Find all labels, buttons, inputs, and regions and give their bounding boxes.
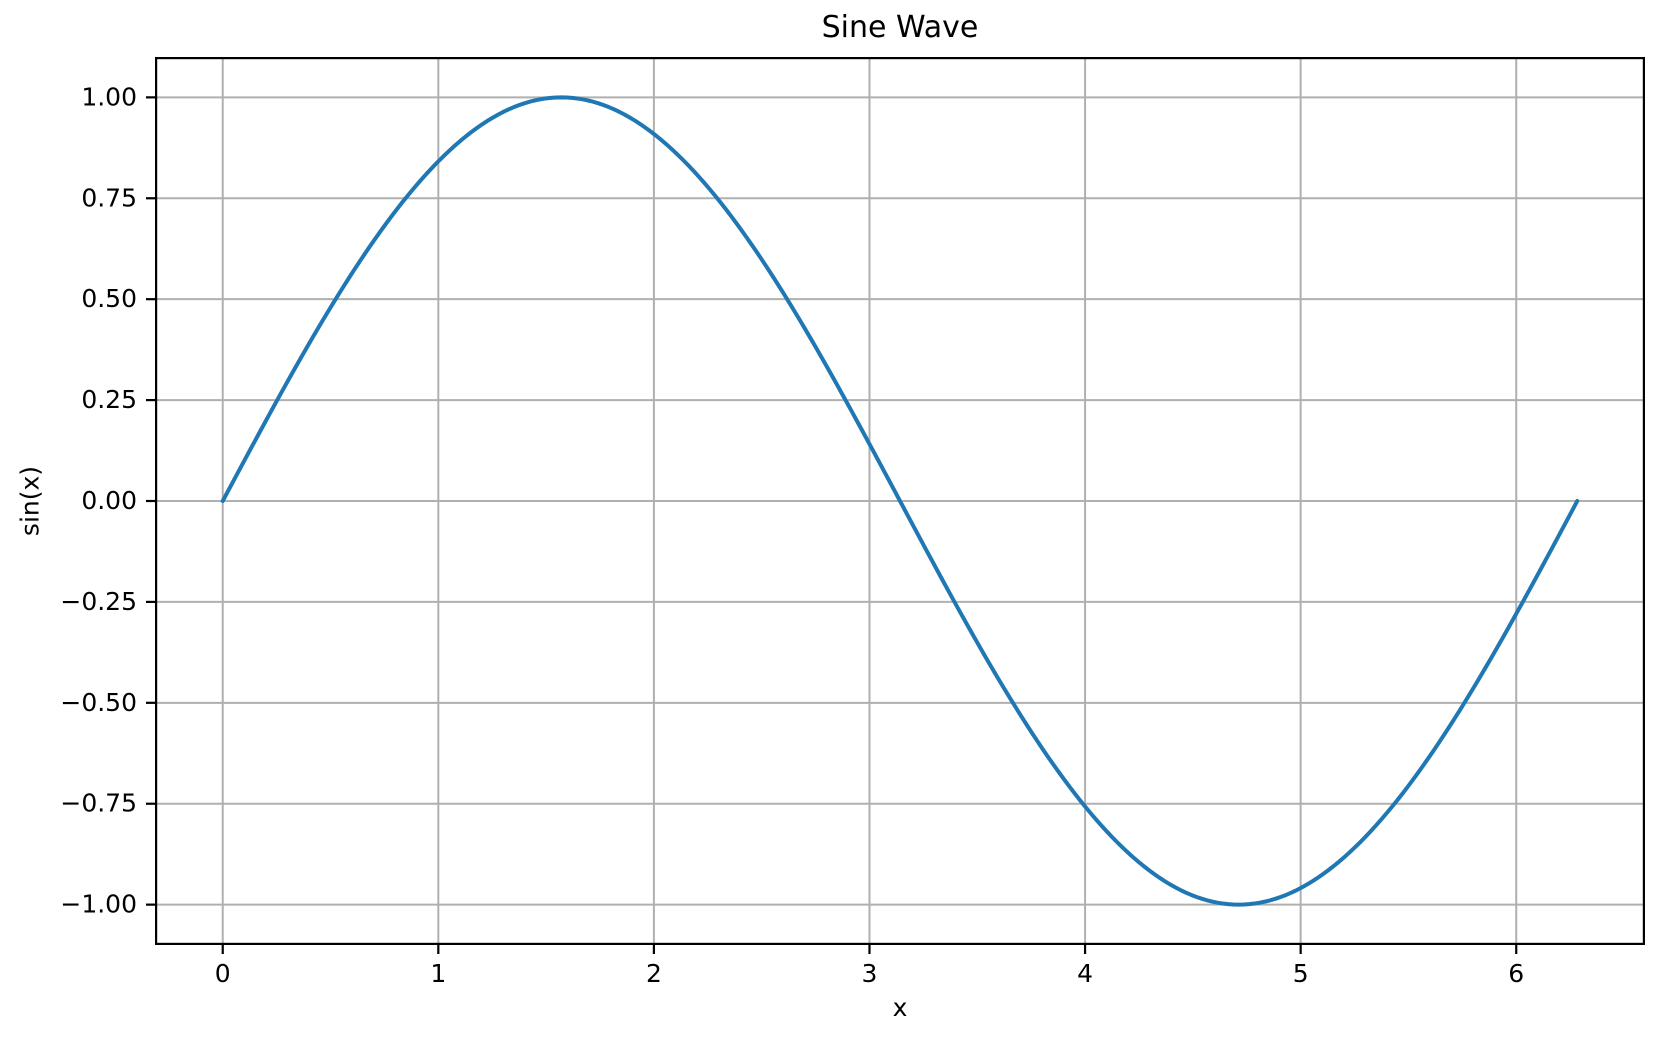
y-tick-label: −0.75 <box>60 789 137 818</box>
y-tick-label: 0.75 <box>81 183 137 212</box>
x-tick-label: 2 <box>646 959 662 988</box>
chart-title: Sine Wave <box>821 10 979 45</box>
plot-area: 0 1 2 3 4 5 6 1.00 0.75 0.50 0.25 0.00 −0.25 −0.50 −0.… <box>60 57 1646 988</box>
y-tick-label: 1.00 <box>81 82 137 111</box>
x-tick-label: 5 <box>1293 959 1309 988</box>
x-tick-label: 0 <box>215 959 231 988</box>
y-axis-label: sin(x) <box>15 465 45 537</box>
x-tick-label: 1 <box>430 959 446 988</box>
y-tick-label: 0.50 <box>81 284 137 313</box>
y-tick-label: 0.25 <box>81 385 137 414</box>
y-tick-label: −0.50 <box>60 688 137 717</box>
y-tick-label: −1.00 <box>60 890 137 919</box>
x-tick-label: 4 <box>1077 959 1093 988</box>
y-tick-label: −0.25 <box>60 587 137 616</box>
sine-line <box>220 95 1580 907</box>
plot-border <box>155 57 1646 945</box>
x-tick-label: 6 <box>1508 959 1524 988</box>
x-axis-label: x <box>892 993 908 1022</box>
x-tick-label: 3 <box>862 959 878 988</box>
y-tick-label: 0.00 <box>81 486 137 515</box>
